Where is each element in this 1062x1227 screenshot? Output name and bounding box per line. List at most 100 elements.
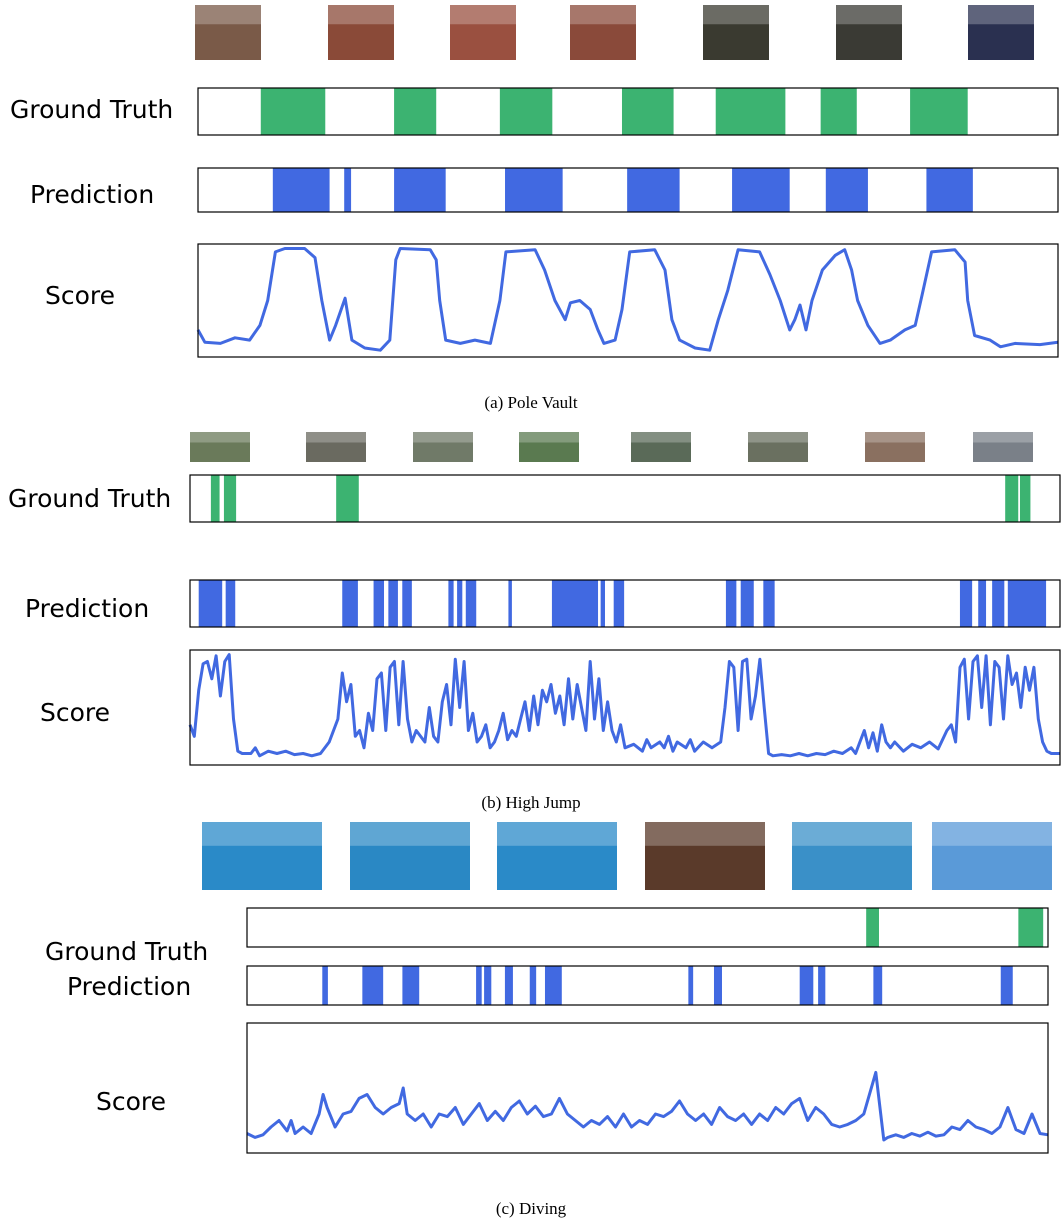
thumbnail-sky	[748, 432, 808, 443]
prediction-segment	[476, 966, 482, 1005]
row-label: Score	[40, 698, 110, 727]
prediction-segment	[688, 966, 694, 1005]
ground-truth-segment	[499, 88, 553, 135]
score-line	[196, 247, 1059, 352]
row-label: Prediction	[30, 180, 154, 209]
ground-truth-segment	[210, 475, 220, 522]
ground-truth-segment	[1005, 475, 1019, 522]
prediction-segment	[825, 168, 868, 212]
thumbnail	[968, 5, 1034, 60]
prediction-segment	[544, 966, 562, 1005]
thumbnail-sky	[195, 5, 261, 25]
thumbnail	[703, 5, 769, 60]
prediction-segment	[732, 168, 790, 212]
prediction-segment	[1007, 580, 1047, 627]
panel: Ground Truth Prediction Score (b) High Jump	[8, 432, 1061, 812]
prediction-segment	[551, 580, 599, 627]
prediction-segment	[504, 966, 513, 1005]
prediction-segment	[272, 168, 330, 212]
thumbnail	[195, 5, 261, 60]
row-label: Score	[45, 281, 115, 310]
prediction-segment	[388, 580, 398, 627]
prediction-segment	[465, 580, 477, 627]
thumbnail-sky	[450, 5, 516, 25]
prediction-segment	[342, 580, 358, 627]
ground-truth-segment	[715, 88, 786, 135]
thumbnail	[519, 432, 579, 462]
thumbnail-sky	[932, 822, 1052, 846]
thumbnail	[328, 5, 394, 60]
score-line	[188, 653, 1060, 758]
thumbnail-sky	[519, 432, 579, 443]
score-box	[197, 243, 1059, 358]
prediction-segment	[959, 580, 973, 627]
thumbnail-sky	[645, 822, 765, 846]
prediction-segment	[1000, 966, 1013, 1005]
prediction-segment	[725, 580, 737, 627]
score-box	[189, 649, 1061, 766]
row-box	[197, 87, 1059, 136]
thumbnail	[932, 822, 1052, 890]
thumbnail-sky	[973, 432, 1033, 443]
thumbnail	[792, 822, 912, 890]
prediction-segment	[373, 580, 385, 627]
thumbnail	[413, 432, 473, 462]
prediction-segment	[529, 966, 537, 1005]
prediction-segment	[448, 580, 454, 627]
thumbnail-sky	[703, 5, 769, 25]
prediction-segment	[763, 580, 775, 627]
ground-truth-segment	[910, 88, 968, 135]
ground-truth-segment	[260, 88, 326, 135]
thumbnail	[570, 5, 636, 60]
prediction-segment	[402, 966, 420, 1005]
row-box	[246, 907, 1049, 948]
prediction-segment	[818, 966, 826, 1005]
score-box	[246, 1022, 1049, 1154]
thumbnail	[450, 5, 516, 60]
prediction-segment	[505, 168, 563, 212]
thumbnail-sky	[631, 432, 691, 443]
row-label: Prediction	[25, 594, 149, 623]
prediction-segment	[198, 580, 223, 627]
score-line	[246, 1070, 1049, 1142]
thumbnail	[202, 822, 322, 890]
thumbnail	[973, 432, 1033, 462]
prediction-segment	[344, 168, 352, 212]
ground-truth-segment	[223, 475, 237, 522]
ground-truth-segment	[1018, 908, 1044, 947]
row-label: Prediction	[67, 972, 191, 1001]
row-box	[197, 167, 1059, 213]
thumbnail	[836, 5, 902, 60]
prediction-segment	[508, 580, 512, 627]
thumbnail-sky	[413, 432, 473, 443]
ground-truth-segment	[621, 88, 674, 135]
ground-truth-segment	[820, 88, 857, 135]
thumbnail-sky	[350, 822, 470, 846]
prediction-segment	[394, 168, 446, 212]
row-box	[189, 474, 1061, 523]
thumbnail	[645, 822, 765, 890]
prediction-segment	[873, 966, 883, 1005]
thumbnail-sky	[497, 822, 617, 846]
prediction-segment	[926, 168, 973, 212]
ground-truth-segment	[866, 908, 879, 947]
thumbnail-sky	[306, 432, 366, 443]
thumbnail-sky	[968, 5, 1034, 25]
prediction-segment	[484, 966, 492, 1005]
prediction-segment	[457, 580, 463, 627]
prediction-segment	[713, 966, 722, 1005]
thumbnail	[865, 432, 925, 462]
row-label: Ground Truth	[10, 95, 173, 124]
row-box	[189, 579, 1061, 628]
row-label: Ground Truth	[45, 937, 208, 966]
prediction-segment	[799, 966, 814, 1005]
caption: (a) Pole Vault	[484, 393, 577, 412]
row-label: Score	[96, 1087, 166, 1116]
prediction-segment	[225, 580, 236, 627]
ground-truth-segment	[336, 475, 359, 522]
thumbnail-sky	[792, 822, 912, 846]
thumbnail	[631, 432, 691, 462]
thumbnail-sky	[836, 5, 902, 25]
